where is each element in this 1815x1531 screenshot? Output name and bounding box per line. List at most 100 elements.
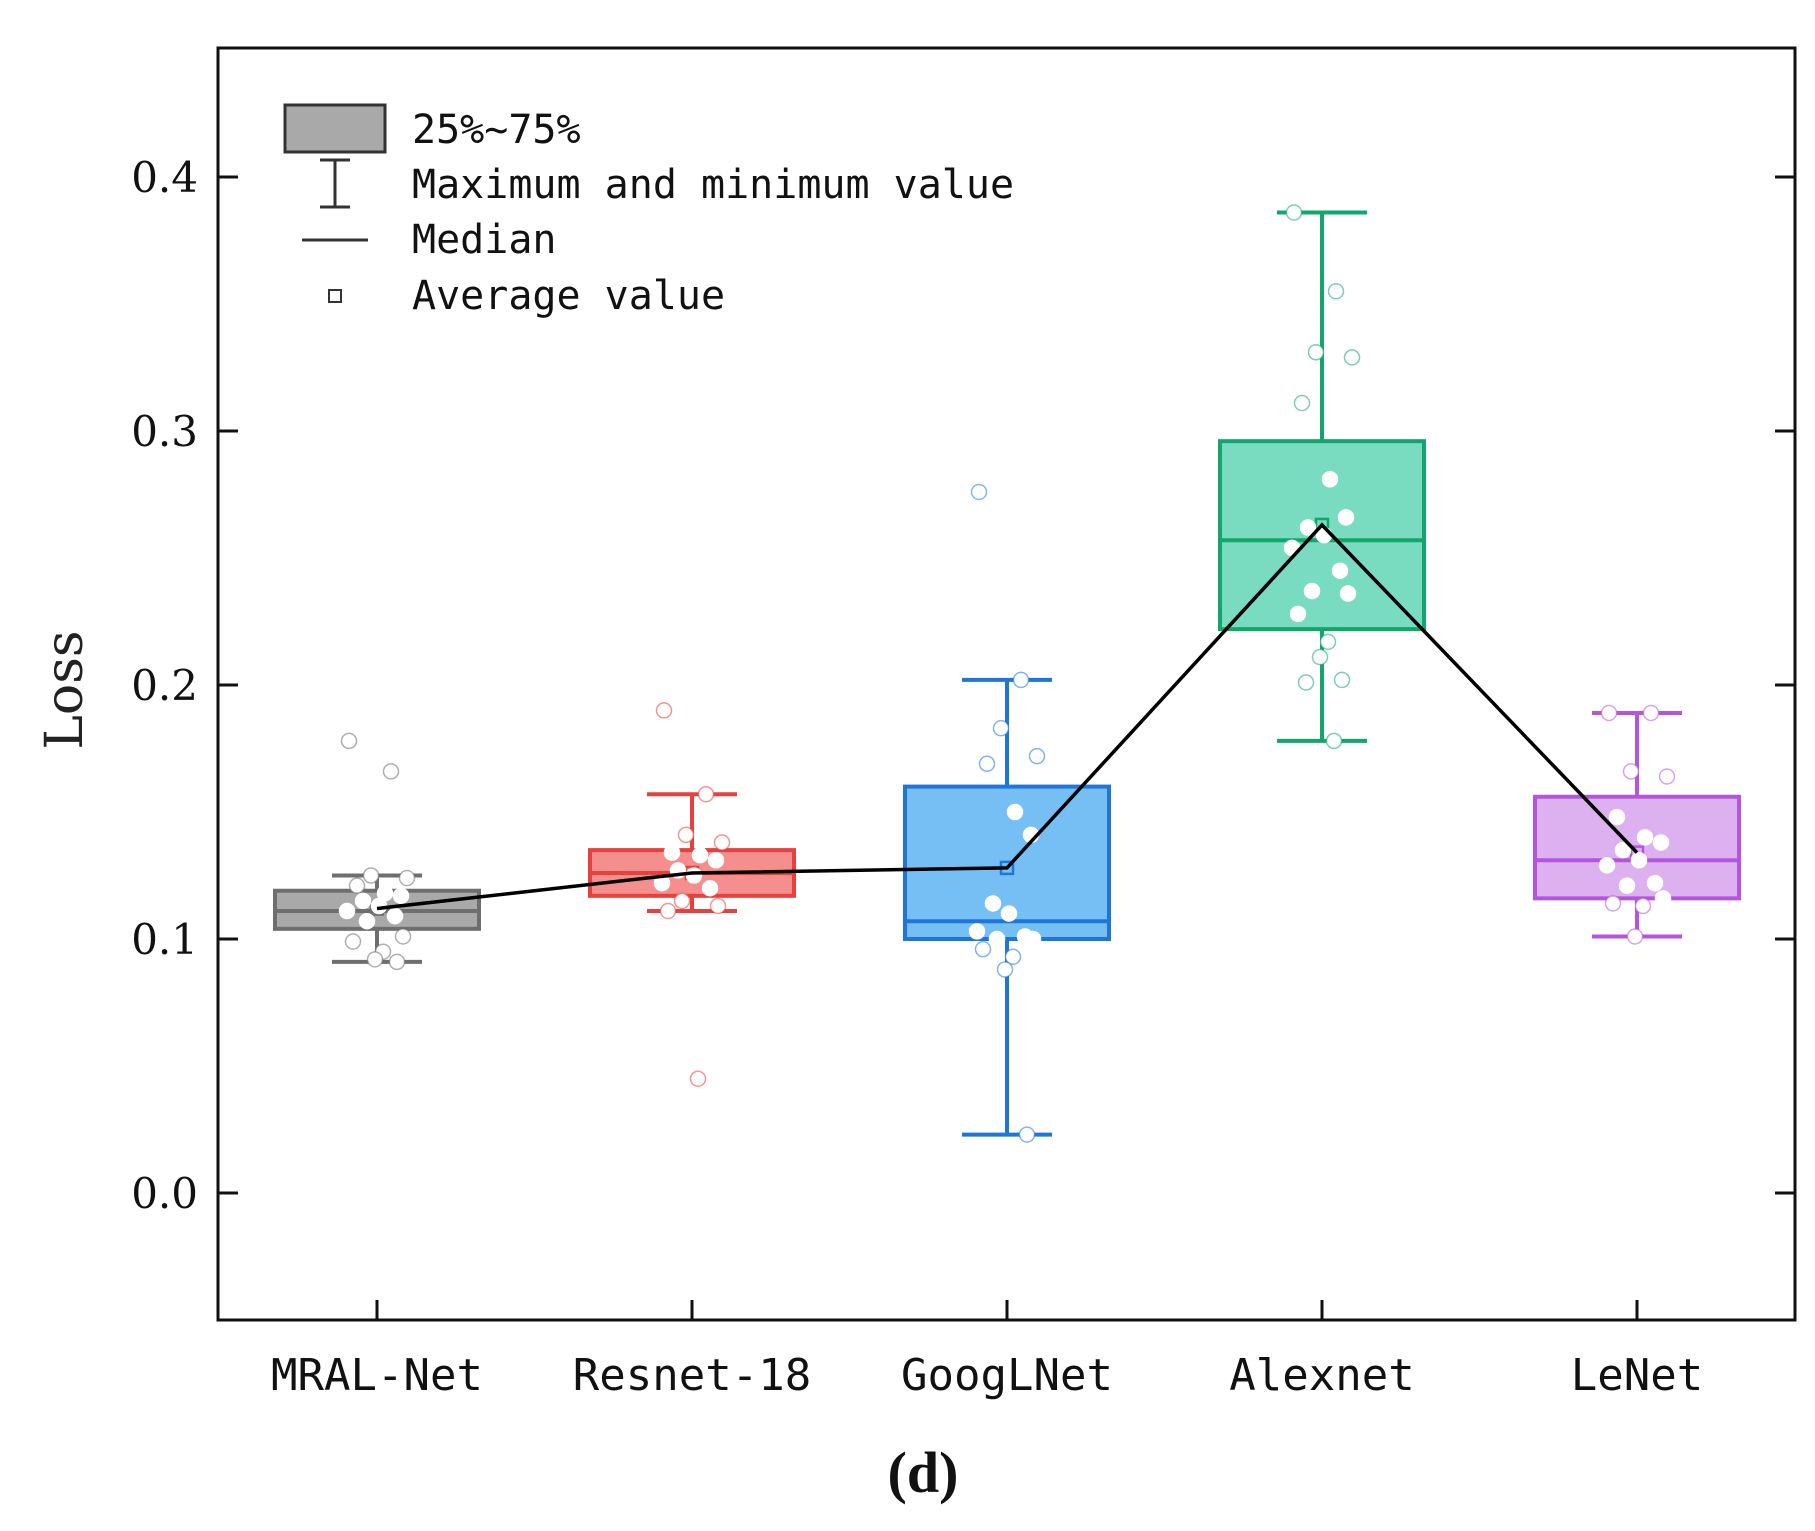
data-point — [1658, 768, 1676, 785]
data-point — [1626, 928, 1644, 945]
data-point — [1652, 834, 1670, 851]
box-googlnet — [903, 483, 1111, 1143]
data-point — [338, 902, 356, 920]
data-point — [970, 483, 988, 501]
data-point — [996, 961, 1014, 978]
data-point — [709, 897, 727, 915]
data-point — [1006, 803, 1024, 821]
legend-box-swatch — [283, 103, 387, 154]
box-lenet — [1533, 704, 1741, 945]
data-point — [1000, 905, 1018, 922]
data-point — [655, 702, 673, 719]
y-tick-label: 0.1 — [131, 915, 198, 964]
box-resnet-18 — [588, 702, 796, 1087]
data-point — [1018, 1126, 1036, 1143]
data-point — [992, 719, 1010, 737]
plot-area — [273, 204, 1741, 1143]
data-point — [1024, 930, 1042, 948]
data-point — [1289, 605, 1307, 623]
data-point — [1614, 841, 1632, 859]
data-point — [1325, 732, 1343, 750]
data-point — [1331, 562, 1349, 579]
data-point — [707, 852, 725, 869]
legend-mean-swatch — [328, 289, 342, 303]
box-alexnet — [1218, 204, 1426, 750]
x-tick-label: MRAL-Net — [271, 1350, 483, 1401]
data-point — [388, 953, 406, 971]
data-point — [1600, 704, 1618, 722]
data-point — [659, 902, 677, 920]
x-tick-label: Alexnet — [1229, 1350, 1414, 1401]
mean-connector-line — [376, 522, 1639, 911]
data-point — [685, 867, 703, 884]
y-axis-label: Loss — [35, 630, 95, 749]
data-point — [1598, 857, 1616, 874]
data-point — [1321, 471, 1339, 488]
data-point — [1630, 852, 1648, 869]
x-tick-label: GoogLNet — [901, 1350, 1113, 1401]
legend: 25%~75% Maximum and minimum value Median Av… — [283, 103, 1014, 319]
data-point — [1642, 704, 1660, 722]
data-point — [1646, 874, 1664, 892]
y-tick-label: 0.2 — [131, 661, 198, 710]
data-point — [362, 867, 380, 884]
data-point — [392, 887, 410, 905]
data-point — [663, 844, 681, 861]
data-point — [1654, 890, 1672, 907]
data-point — [1307, 344, 1325, 361]
data-point — [1636, 829, 1654, 846]
data-point — [1319, 633, 1337, 651]
data-point — [1299, 519, 1317, 536]
data-point — [974, 940, 992, 958]
axes: 0.0 0.1 0.2 0.3 0.4 MRAL-Net Resnet-18 GoogLNet… — [131, 46, 1797, 1401]
data-point — [358, 912, 376, 930]
data-point — [1343, 349, 1361, 366]
data-point — [1285, 204, 1303, 221]
data-point — [1339, 585, 1357, 602]
data-point — [1608, 808, 1626, 826]
data-point — [677, 826, 695, 844]
data-point — [984, 895, 1002, 912]
data-point — [1604, 895, 1622, 912]
data-point — [386, 907, 404, 925]
data-point — [988, 930, 1006, 948]
data-point — [697, 785, 715, 803]
y-tick-label: 0.3 — [131, 407, 198, 456]
data-point — [344, 933, 362, 950]
y-tick-label: 0.0 — [131, 1169, 198, 1218]
data-point — [701, 879, 719, 897]
data-point — [1327, 283, 1345, 300]
data-point — [1293, 394, 1311, 412]
data-point — [340, 732, 358, 750]
data-point — [394, 928, 412, 945]
data-point — [1311, 648, 1329, 666]
data-point — [1622, 763, 1640, 780]
box-mral-net — [273, 732, 481, 971]
data-point — [1028, 747, 1046, 765]
data-point — [691, 846, 709, 864]
data-point — [713, 834, 731, 851]
legend-label-mean: Average value — [412, 273, 725, 319]
legend-label-median: Median — [412, 217, 557, 263]
data-point — [1333, 671, 1351, 689]
data-point — [1297, 674, 1315, 691]
data-point — [1337, 509, 1355, 526]
legend-label-box: 25%~75% — [412, 107, 581, 153]
data-point — [1004, 948, 1022, 966]
data-point — [348, 877, 366, 894]
data-point — [689, 1070, 707, 1087]
x-tick-label: Resnet-18 — [573, 1350, 811, 1401]
data-point — [398, 869, 416, 887]
legend-label-whisker: Maximum and minimum value — [412, 162, 1014, 208]
data-point — [978, 755, 996, 772]
figure-caption: (d) — [888, 1440, 959, 1505]
data-point — [673, 892, 691, 910]
data-point — [1303, 582, 1321, 600]
x-tick-label: LeNet — [1571, 1350, 1703, 1401]
data-point — [968, 923, 986, 940]
data-point — [382, 763, 400, 780]
data-point — [1618, 877, 1636, 894]
y-tick-label: 0.4 — [131, 153, 198, 202]
data-point — [354, 892, 372, 910]
